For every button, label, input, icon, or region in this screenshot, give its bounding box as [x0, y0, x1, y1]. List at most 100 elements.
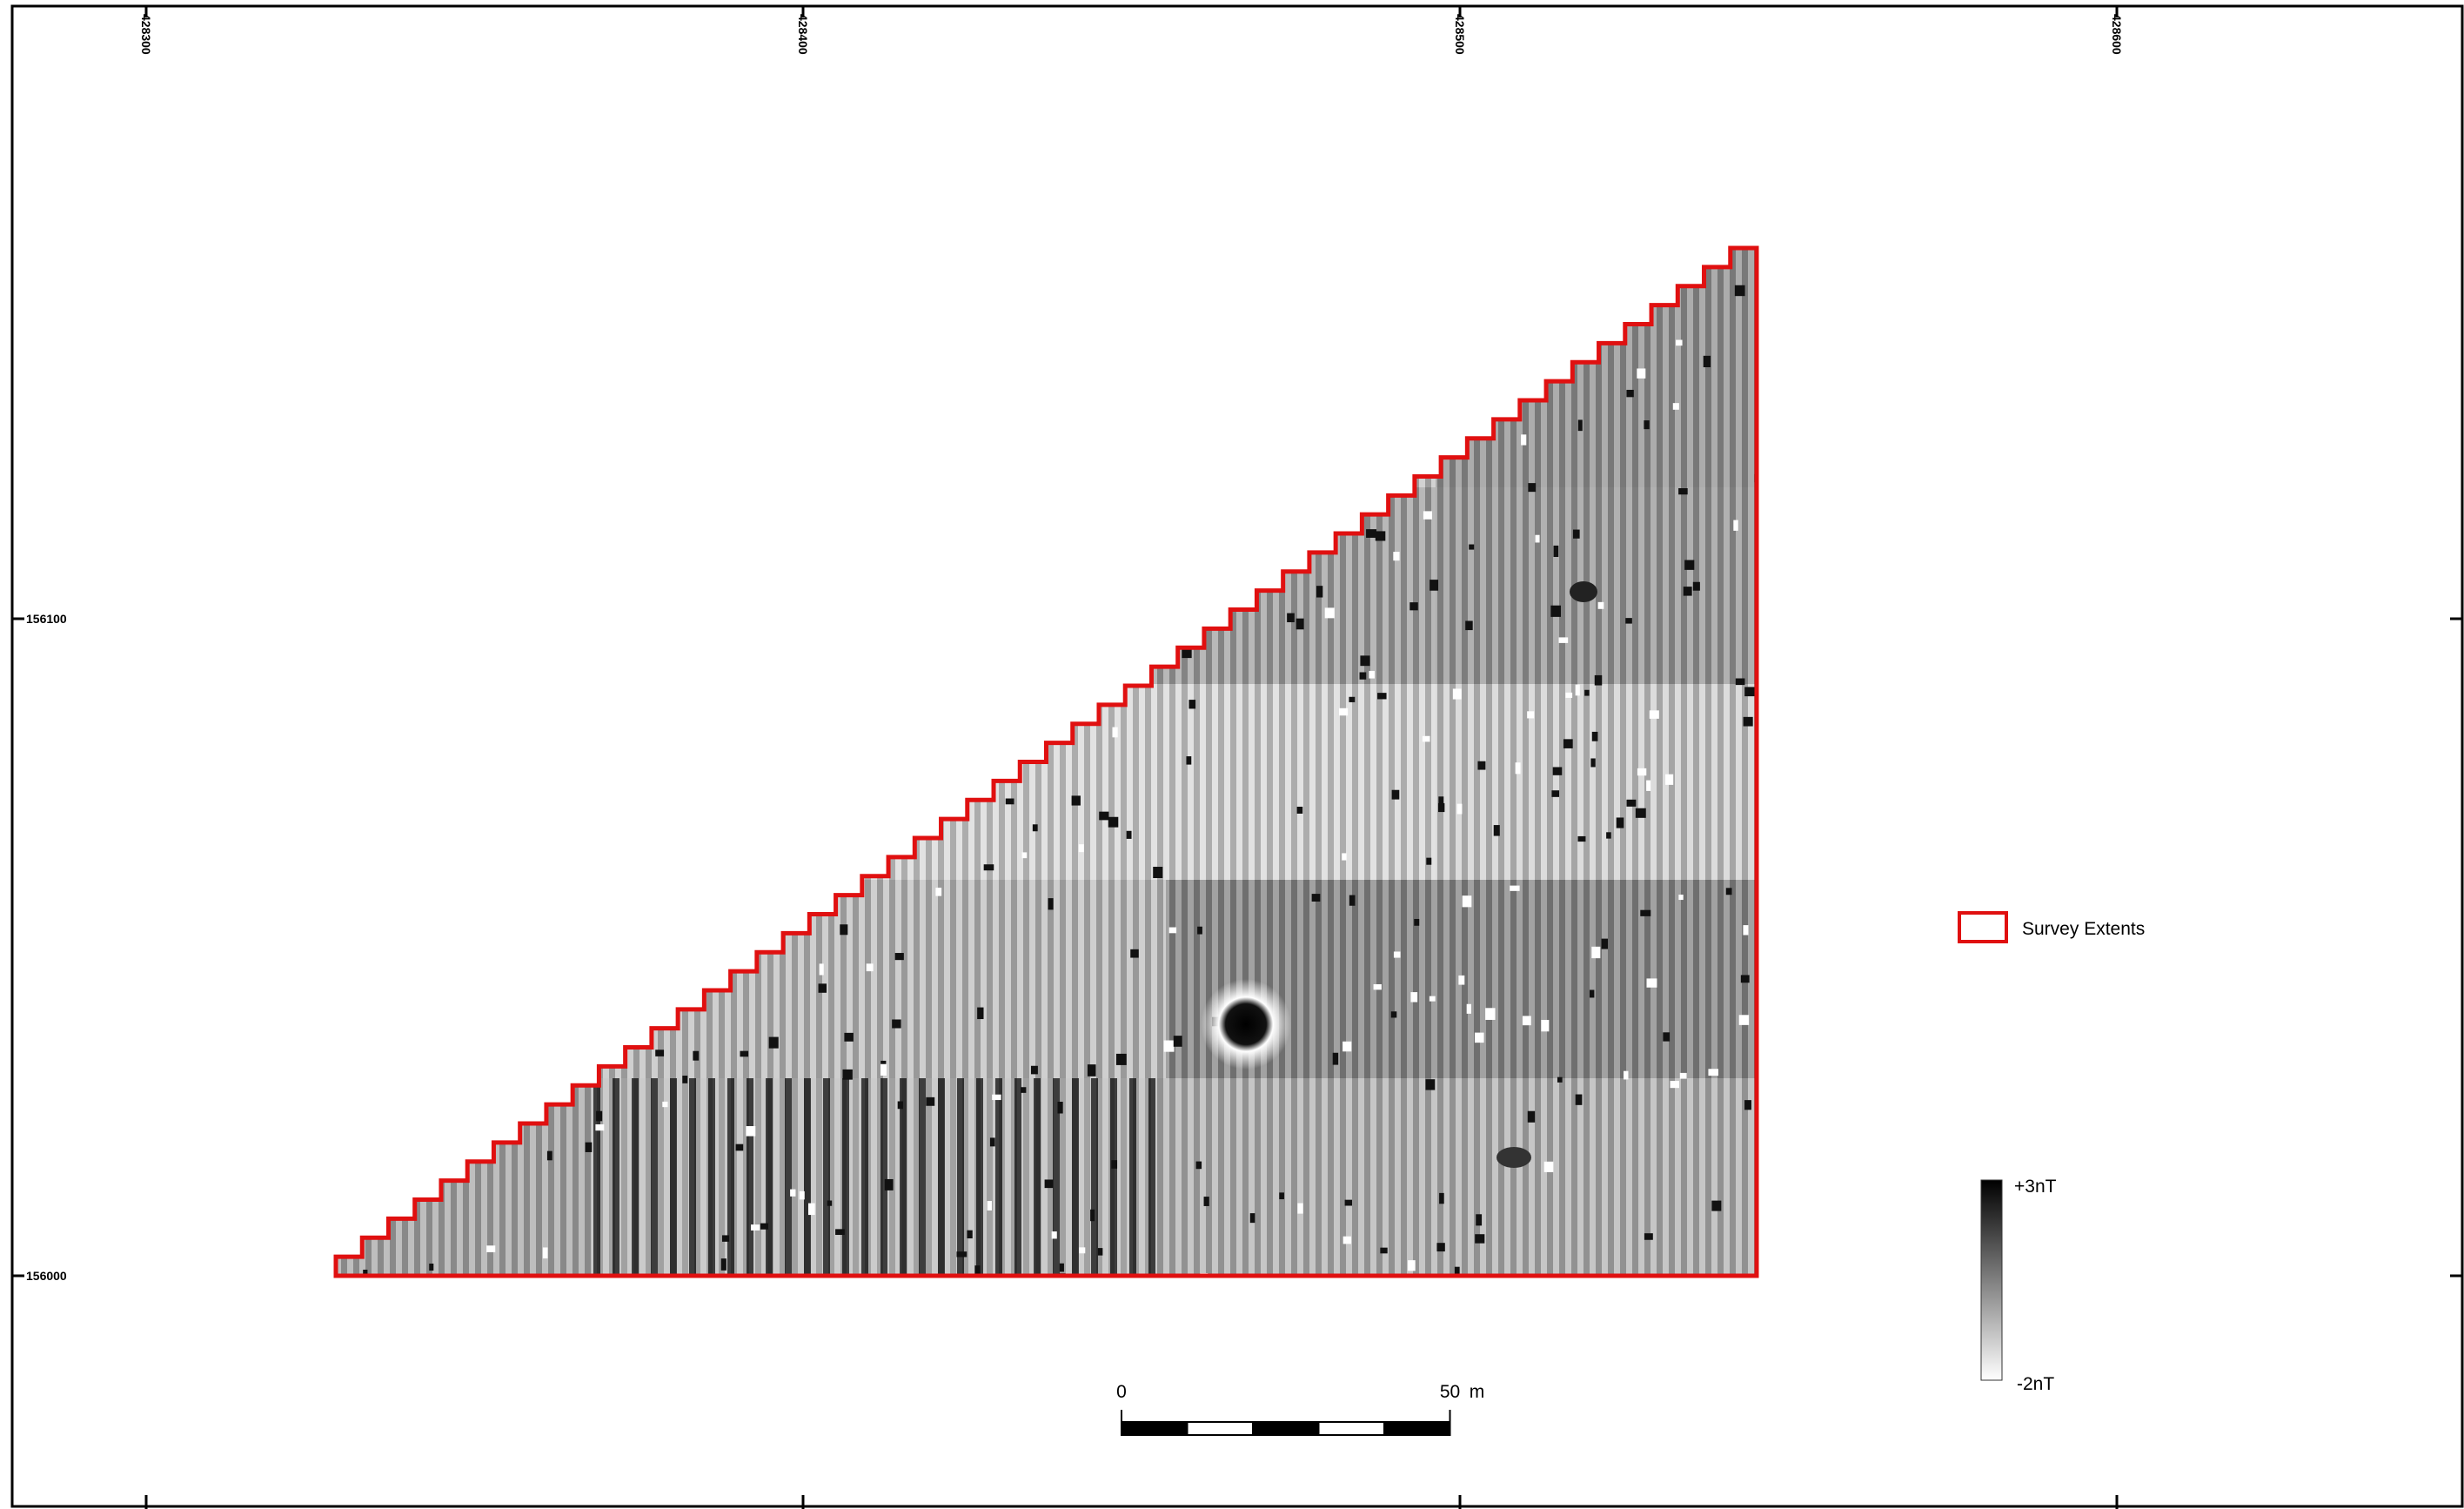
anomaly	[1541, 1020, 1549, 1031]
anomaly	[820, 963, 824, 975]
anomaly	[1671, 1081, 1679, 1088]
anomaly	[1577, 836, 1585, 842]
anomaly	[1021, 1087, 1026, 1093]
anomaly	[1528, 483, 1536, 492]
anomaly	[1469, 545, 1474, 550]
anomaly	[1052, 1231, 1057, 1238]
anomaly	[1557, 1077, 1563, 1083]
anomaly	[1528, 1111, 1535, 1123]
anomaly	[867, 963, 874, 971]
anomaly	[790, 1190, 795, 1197]
anomaly	[1475, 1234, 1484, 1243]
anomaly	[1112, 728, 1117, 738]
anomaly	[898, 1102, 903, 1110]
anomaly	[1485, 1008, 1495, 1020]
anomaly	[1072, 795, 1081, 805]
anomaly	[543, 1247, 548, 1258]
anomaly	[1196, 1162, 1202, 1170]
anomaly	[721, 1258, 726, 1271]
anomaly	[1201, 979, 1291, 1070]
anomaly	[722, 1235, 729, 1241]
anomaly	[1590, 758, 1595, 767]
anomaly	[835, 1229, 845, 1235]
anomaly	[1188, 700, 1195, 708]
scale-unit: m	[1470, 1382, 1485, 1402]
anomaly	[1678, 895, 1683, 900]
anomaly	[1287, 614, 1295, 622]
anomaly	[1550, 606, 1561, 617]
anomaly	[1584, 690, 1589, 696]
anomaly	[1297, 807, 1303, 814]
legend-label: Survey Extents	[2022, 919, 2145, 939]
anomaly	[1465, 620, 1472, 630]
anomaly	[1711, 1201, 1721, 1211]
colorbar	[1981, 1180, 2002, 1380]
anomaly	[1410, 992, 1417, 1002]
anomaly	[429, 1264, 433, 1271]
anomaly	[1637, 768, 1646, 775]
anomaly	[1349, 895, 1356, 906]
anomaly	[1626, 390, 1633, 397]
scale-start: 0	[1116, 1382, 1127, 1402]
anomaly	[740, 1051, 748, 1057]
anomaly	[1426, 858, 1431, 865]
anomaly	[486, 1245, 495, 1252]
anomaly	[760, 1224, 768, 1230]
anomaly	[1392, 790, 1400, 800]
anomaly	[1458, 976, 1464, 985]
scale-segment	[1122, 1422, 1188, 1435]
anomaly	[1153, 867, 1162, 878]
northing-label: 156000	[26, 1269, 67, 1283]
anomaly	[1693, 582, 1700, 591]
anomaly	[1516, 762, 1521, 774]
anomaly	[1409, 602, 1417, 610]
anomaly	[1376, 531, 1386, 540]
anomaly	[1523, 1016, 1531, 1025]
anomaly	[1741, 975, 1750, 983]
anomaly	[655, 1050, 664, 1056]
anomaly	[1438, 796, 1443, 803]
anomaly	[892, 1019, 901, 1028]
anomaly	[1394, 951, 1401, 957]
anomaly	[1439, 1193, 1444, 1204]
anomaly	[1743, 925, 1748, 935]
anomaly	[988, 1201, 992, 1211]
anomaly	[1563, 739, 1573, 748]
anomaly	[1646, 978, 1657, 987]
anomaly	[1475, 1033, 1484, 1043]
colorbar-min: -2nT	[2017, 1374, 2054, 1394]
anomaly	[1744, 717, 1753, 727]
anomaly	[693, 1051, 699, 1061]
anomaly	[746, 1126, 755, 1137]
anomaly	[984, 864, 994, 870]
anomaly	[1436, 1243, 1444, 1251]
anomaly	[1296, 619, 1304, 630]
anomaly	[1708, 1069, 1718, 1076]
anomaly	[1598, 602, 1604, 609]
anomaly	[1726, 888, 1732, 895]
anomaly	[1733, 520, 1738, 531]
anomaly	[1349, 697, 1355, 702]
anomaly	[1704, 356, 1711, 367]
anomaly	[1033, 824, 1038, 831]
anomaly	[1250, 1213, 1255, 1223]
anomaly	[1423, 511, 1432, 519]
easting-label: 428500	[1453, 14, 1467, 55]
anomaly	[1476, 1214, 1482, 1225]
anomaly	[1640, 910, 1650, 916]
anomaly	[1744, 687, 1755, 696]
anomaly	[1626, 800, 1636, 807]
anomaly	[1425, 1079, 1435, 1090]
anomaly	[736, 1144, 744, 1151]
anomaly	[1312, 894, 1321, 902]
anomaly	[1463, 895, 1472, 907]
anomaly	[1551, 790, 1559, 797]
easting-label: 428400	[796, 14, 810, 55]
anomaly	[880, 1064, 887, 1076]
anomaly	[1197, 927, 1202, 935]
anomaly	[1079, 1247, 1085, 1253]
anomaly	[1380, 1248, 1387, 1254]
northing-label: 156100	[26, 612, 67, 626]
anomaly	[819, 983, 827, 992]
anomaly	[1602, 939, 1609, 949]
